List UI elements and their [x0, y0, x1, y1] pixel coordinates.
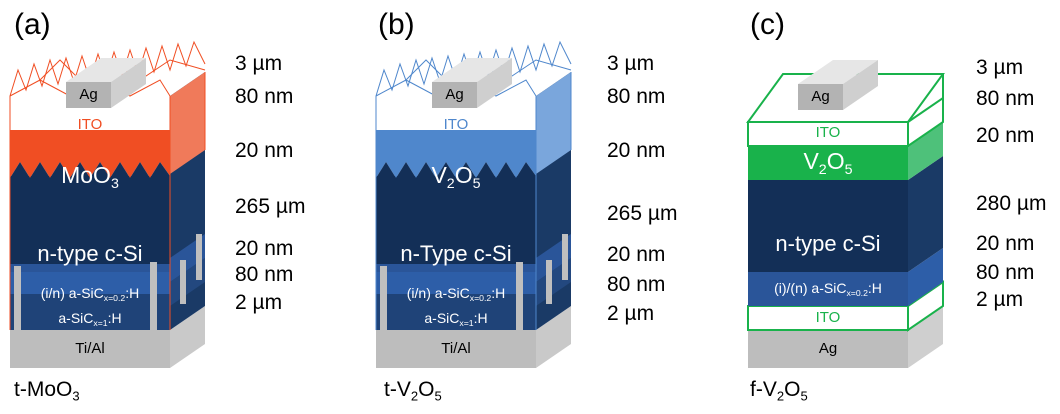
- caption-b-sub: 2: [410, 388, 419, 404]
- layer2-sub-a: x=1: [93, 318, 108, 329]
- panel-c-label: (c): [750, 8, 785, 41]
- layer1-main-c: (i)/(n) a-SiC: [774, 280, 847, 296]
- ag-label-a: Ag: [79, 86, 98, 103]
- back-label-c: Ag: [818, 340, 838, 357]
- back-label-b: Ti/Al: [441, 340, 471, 357]
- caption-a-main: t-MoO: [14, 378, 73, 401]
- oxide-sub-b: 2: [446, 175, 455, 192]
- oxide-label-a: MoO3: [10, 162, 170, 192]
- oxide-label-c: V2O5: [748, 148, 908, 178]
- thickness-c-1: 3 µm: [976, 56, 1024, 79]
- layer2-label-b: a-SiCx=1:H: [376, 310, 536, 328]
- ito-label-b: ITO: [443, 116, 469, 133]
- thickness-c-3: 20 nm: [976, 124, 1035, 147]
- panel-b-label: (b): [378, 8, 415, 41]
- layer1-label-c: (i)/(n) a-SiCx=0.2:H: [748, 280, 908, 298]
- layer2-label-a: a-SiCx=1:H: [10, 310, 170, 328]
- layer1-main-a: (i/n) a-SiC: [40, 285, 104, 301]
- thickness-b-4: 265 µm: [607, 202, 678, 225]
- layer2-main-a: a-SiC: [58, 310, 94, 326]
- oxide-main-b: V: [431, 162, 447, 188]
- thickness-b-2: 80 nm: [607, 85, 666, 108]
- panel-c: (c) Ag ITO V2O5 n-type c-Si (i)/(n) a-Si…: [740, 0, 1060, 414]
- ito-bottom-label-c: ITO: [815, 309, 841, 326]
- thickness-b-3: 20 nm: [607, 139, 666, 162]
- caption-c-mid: O: [784, 378, 801, 401]
- thickness-a-6: 80 nm: [235, 263, 294, 286]
- silicon-label-c: n-type c-Si: [775, 231, 881, 256]
- thickness-b-7: 2 µm: [607, 302, 655, 325]
- layer1-sub-b: x=0.2: [469, 293, 492, 304]
- thickness-c-6: 80 nm: [976, 261, 1035, 284]
- back-label-a: Ti/Al: [75, 340, 105, 357]
- silicon-label-b: n-Type c-Si: [400, 241, 512, 266]
- thickness-b-5: 20 nm: [607, 243, 666, 266]
- thickness-b-6: 80 nm: [607, 273, 666, 296]
- caption-c-main: f-V: [750, 378, 777, 401]
- thickness-c-7: 2 µm: [976, 288, 1024, 311]
- caption-b-main: t-V: [384, 378, 411, 401]
- layer1-sub-c: x=0.2: [846, 288, 868, 299]
- caption-b-mid: O: [418, 378, 435, 401]
- layer2-sub-b: x=1: [459, 318, 474, 329]
- layer1-tail-a: :H: [125, 285, 140, 301]
- caption-c-sub: 2: [776, 388, 785, 404]
- caption-a-sub: 3: [72, 388, 80, 404]
- thickness-a-2: 80 nm: [235, 85, 294, 108]
- thickness-b-1: 3 µm: [607, 52, 655, 75]
- caption-a: t-MoO3: [14, 378, 80, 409]
- oxide-sub2-c: 5: [844, 161, 853, 178]
- thickness-a-3: 20 nm: [235, 139, 294, 162]
- caption-c: f-V2O5: [750, 378, 808, 409]
- device-b-diagram: [375, 40, 572, 368]
- panel-b: (b) Ag ITO V2O5 n-Type c-Si (i/n) a-SiCx…: [370, 0, 723, 414]
- layer2-tail-b: :H: [473, 310, 488, 326]
- thickness-a-1: 3 µm: [235, 52, 283, 75]
- device-c-diagram: [746, 60, 945, 368]
- ito-label-a: ITO: [77, 116, 103, 133]
- ito-label-c: ITO: [815, 124, 841, 141]
- thickness-c-4: 280 µm: [976, 192, 1047, 215]
- thickness-a-4: 265 µm: [235, 195, 306, 218]
- oxide-label-b: V2O5: [376, 162, 536, 192]
- layer2-main-b: a-SiC: [424, 310, 460, 326]
- panel-a: (a) Ag ITO MoO3 n-type c-Si (i/n) a-SiCx…: [0, 0, 353, 414]
- layer1-sub-a: x=0.2: [103, 293, 126, 304]
- oxide-sub2-b: 5: [472, 175, 481, 192]
- oxide-sub-a: 3: [110, 175, 119, 192]
- thickness-c-2: 80 nm: [976, 87, 1035, 110]
- layer1-label-a: (i/n) a-SiCx=0.2:H: [10, 285, 170, 303]
- panel-a-label: (a): [14, 8, 51, 41]
- thickness-c-5: 20 nm: [976, 232, 1035, 255]
- oxide-main-a: MoO: [61, 162, 111, 188]
- device-a-diagram: [9, 40, 206, 368]
- layer1-label-b: (i/n) a-SiCx=0.2:H: [376, 285, 536, 303]
- layer1-main-b: (i/n) a-SiC: [406, 285, 470, 301]
- oxide-main-c: V: [803, 148, 819, 174]
- caption-b-sub2: 5: [434, 388, 442, 404]
- oxide-sub-c: 2: [818, 161, 827, 178]
- layer1-tail-b: :H: [491, 285, 506, 301]
- ag-label-b: Ag: [445, 86, 464, 103]
- ag-label-c: Ag: [811, 88, 830, 105]
- thickness-a-7: 2 µm: [235, 291, 283, 314]
- silicon-label-a: n-type c-Si: [37, 241, 143, 266]
- thickness-a-5: 20 nm: [235, 237, 294, 260]
- layer2-tail-a: :H: [107, 310, 122, 326]
- oxide-mid-c: O: [826, 148, 845, 174]
- caption-c-sub2: 5: [800, 388, 808, 404]
- oxide-mid-b: O: [454, 162, 473, 188]
- layer1-tail-c: :H: [867, 280, 882, 296]
- caption-b: t-V2O5: [384, 378, 442, 409]
